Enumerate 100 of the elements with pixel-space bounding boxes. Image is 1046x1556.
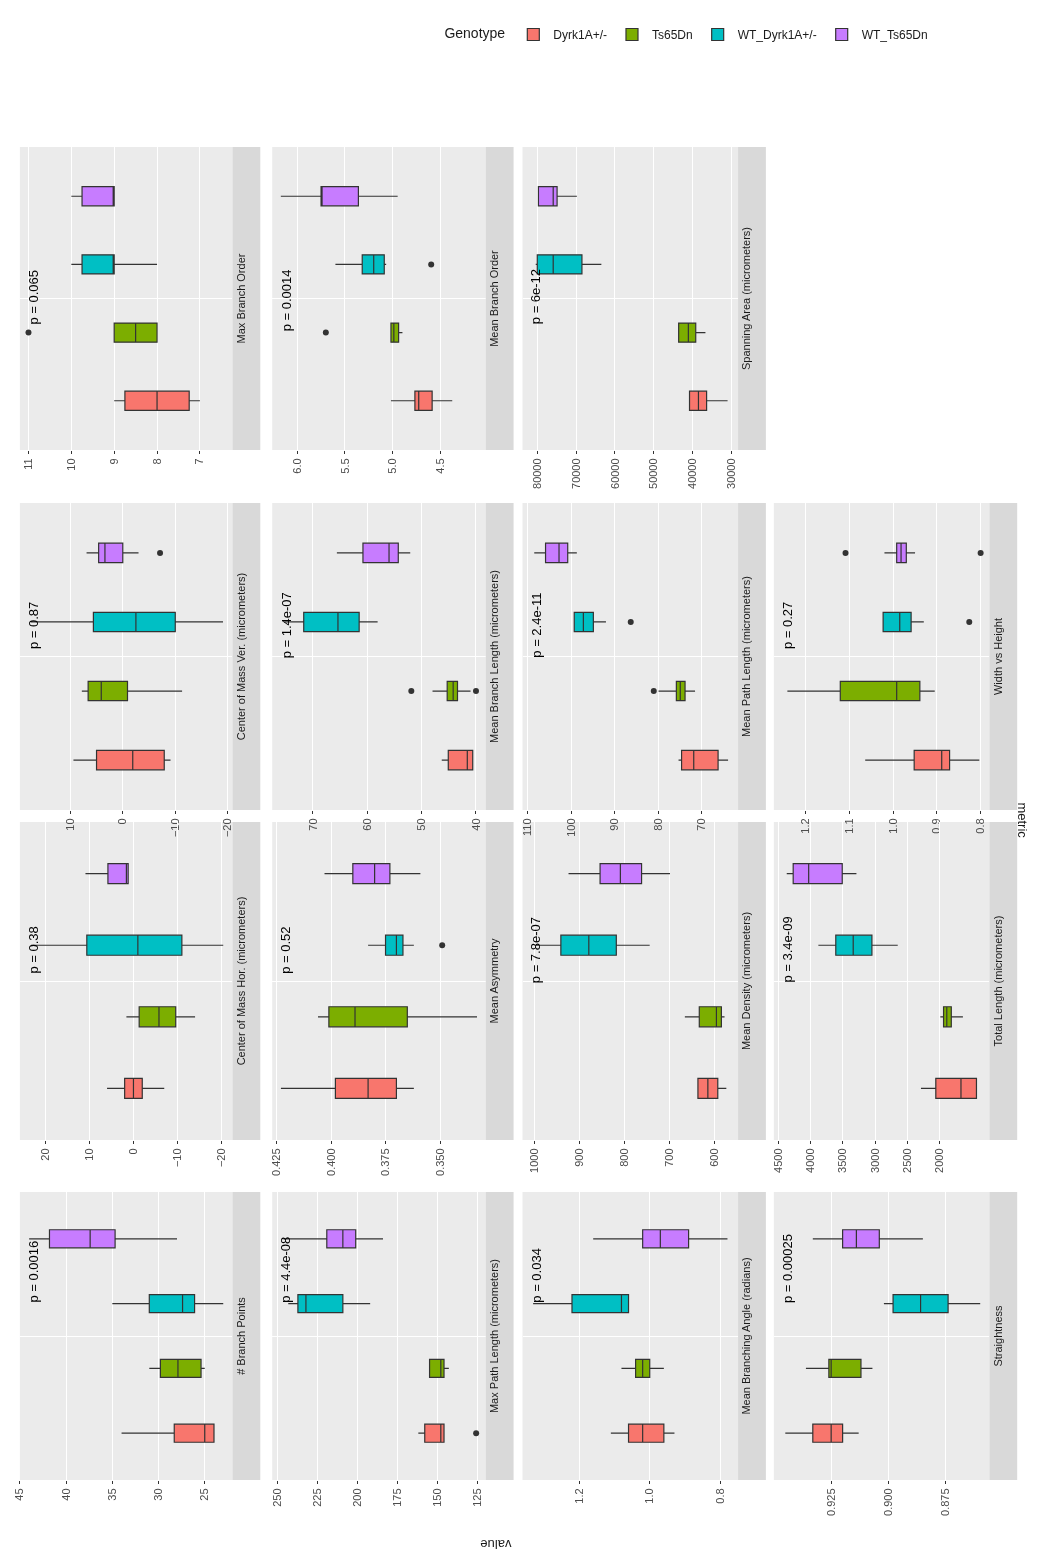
legend-label: Dyrk1A+/-	[553, 28, 607, 43]
x-tick-label: 70	[695, 818, 708, 831]
x-tick-label: 0.375	[379, 1148, 392, 1176]
x-tick-label: 100	[564, 818, 577, 837]
x-tick-label: 110	[521, 818, 534, 836]
x-tick-label: 1.2	[572, 1488, 585, 1504]
x-tick-label: 7	[193, 458, 206, 465]
annotation: p = 7.8e-07	[528, 917, 544, 984]
x-tick-label: 0.425	[270, 1148, 283, 1176]
text: Width vs Height	[991, 617, 1004, 696]
x-tick-label: 60	[360, 818, 373, 831]
x-tick-label: 1.1	[843, 818, 856, 834]
x-tick-label: 45	[13, 1488, 26, 1501]
x-tick-label: 1000	[527, 1148, 540, 1173]
x-tick-label: 0.350	[433, 1148, 446, 1176]
x-tick-label: 0.8	[713, 1488, 726, 1504]
x-tick-label: 70000	[569, 458, 582, 489]
x-tick-label: 10	[83, 1148, 96, 1161]
x-tick-label: 1.0	[886, 818, 899, 834]
annotation: p = 0.0014	[278, 269, 294, 332]
x-tick-label: 25	[198, 1488, 211, 1501]
annotation: p = 2.4e-11	[528, 592, 544, 658]
text: Max Path Length (micrometers)	[487, 1258, 500, 1414]
x-tick-label: 8	[150, 458, 163, 465]
text: Straightness	[991, 1304, 1004, 1367]
x-tick-label: 1.2	[799, 818, 812, 834]
y-axis-title: metric	[1014, 802, 1030, 839]
x-tick-label: 2500	[900, 1148, 913, 1173]
x-tick-label: 3500	[836, 1148, 849, 1173]
x-tick-label: 5.5	[338, 458, 351, 474]
x-tick-label: 4500	[771, 1148, 784, 1173]
x-tick-label: 150	[431, 1488, 444, 1507]
x-tick-label: 35	[105, 1488, 118, 1501]
x-tick-label: 60000	[608, 458, 621, 489]
annotation: p = 3.4e-09	[779, 916, 795, 983]
x-tick-label: 70	[306, 818, 319, 831]
x-tick-label: 200	[350, 1488, 363, 1507]
x-tick-label: 10	[63, 818, 76, 831]
annotation: p = 0.00025	[780, 1233, 796, 1304]
x-tick-label: −10	[171, 1148, 184, 1168]
text: Center of Mass Hor. (micrometers)	[234, 896, 247, 1066]
x-tick-label: 11	[22, 458, 35, 470]
x-tick-label: 225	[310, 1488, 323, 1507]
x-tick-label: 80	[651, 818, 664, 831]
x-tick-label: 0.900	[882, 1488, 895, 1516]
x-tick-label: 6.0	[290, 458, 303, 474]
text: Mean Density (micrometers)	[740, 911, 753, 1051]
x-tick-label: 0	[127, 1148, 140, 1155]
x-tick-label: 900	[572, 1148, 585, 1167]
x-tick-label: −20	[215, 1148, 228, 1168]
x-tick-label: 40	[469, 818, 482, 831]
annotation: p = 0.034	[528, 1248, 544, 1303]
x-tick-label: 40000	[686, 458, 699, 489]
legend-label: WT_Ts65Dn	[861, 28, 928, 43]
x-tick-label: 50000	[647, 458, 660, 489]
annotation: p = 0.0016	[25, 1240, 41, 1303]
annotation: p = 0.52	[278, 926, 294, 974]
x-tick-label: 4.5	[434, 458, 447, 474]
x-tick-label: 700	[663, 1148, 676, 1167]
x-tick-label: 0	[116, 818, 129, 825]
text: Mean Path Length (micrometers)	[740, 576, 753, 737]
x-tick-label: 2000	[933, 1148, 946, 1173]
x-tick-label: 20	[39, 1148, 52, 1161]
x-tick-label: 1.0	[643, 1488, 656, 1504]
annotation: p = 0.87	[26, 601, 42, 650]
x-tick-label: 0.400	[324, 1148, 337, 1176]
x-tick-label: 40	[59, 1488, 72, 1501]
x-tick-label: 125	[471, 1488, 484, 1507]
legend-title: Genotype	[444, 25, 506, 42]
x-tick-label: 30000	[725, 458, 738, 489]
x-tick-label: 4000	[804, 1148, 817, 1173]
x-tick-label: 0.8	[974, 818, 987, 834]
text: Spanning Area (micrometers)	[740, 226, 753, 371]
legend-label: WT_Dyrk1A+/-	[737, 28, 817, 43]
text: Max Branch Order	[234, 253, 247, 344]
x-tick-label: 175	[391, 1488, 404, 1507]
text: Mean Asymmetry	[487, 938, 500, 1024]
x-tick-label: 0.925	[824, 1488, 837, 1516]
x-tick-label: 0.875	[939, 1488, 952, 1516]
x-tick-label: −20	[221, 818, 234, 838]
text: Center of Mass Ver. (micrometers)	[234, 572, 247, 741]
x-tick-label: 90	[608, 818, 621, 831]
x-tick-label: 9	[107, 458, 120, 465]
text: Mean Branch Length (micrometers)	[487, 569, 500, 744]
text: Mean Branching Angle (radians)	[740, 1257, 753, 1415]
annotation: p = 0.27	[780, 601, 796, 650]
x-tick-label: 5.0	[386, 458, 399, 474]
annotation: p = 0.065	[25, 269, 41, 325]
text: Mean Branch Order	[487, 249, 500, 347]
x-tick-label: 250	[270, 1488, 283, 1507]
x-tick-label: 50	[415, 818, 428, 831]
annotation: p = 6e-12	[528, 268, 544, 325]
x-tick-label: 3000	[868, 1148, 881, 1173]
x-axis-title: value	[480, 1537, 512, 1552]
x-tick-label: 600	[708, 1148, 721, 1167]
annotation: p = 1.4e-07	[278, 592, 294, 659]
x-tick-label: 80000	[530, 458, 543, 489]
legend-label: Ts65Dn	[651, 28, 693, 43]
annotation: p = 4.4e-08	[278, 1236, 294, 1303]
x-tick-label: 30	[152, 1488, 165, 1501]
